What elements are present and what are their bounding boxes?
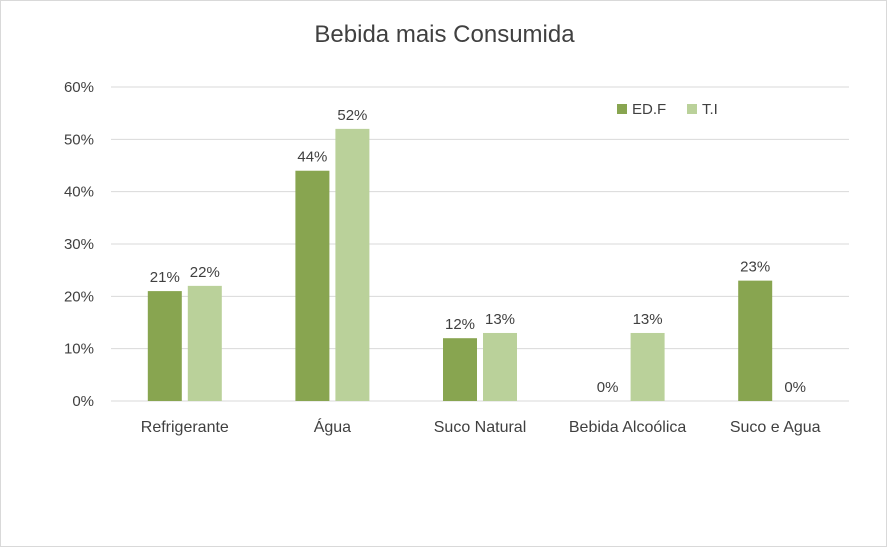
legend-label: T.I xyxy=(702,101,718,118)
data-label: 0% xyxy=(597,379,619,396)
data-label: 13% xyxy=(633,311,663,328)
legend-label: ED.F xyxy=(632,101,666,118)
y-tick-label: 40% xyxy=(64,184,94,201)
x-tick-label: Água xyxy=(314,417,351,436)
data-label: 12% xyxy=(445,316,475,333)
data-label: 52% xyxy=(337,107,367,124)
x-tick-label: Refrigerante xyxy=(141,419,229,436)
bar xyxy=(483,332,517,401)
data-label: 22% xyxy=(190,264,220,281)
y-tick-label: 60% xyxy=(64,79,94,96)
x-tick-label: Bebida Alcoólica xyxy=(569,419,687,436)
chart-title: Bebida mais Consumida xyxy=(314,21,575,48)
data-label: 0% xyxy=(784,379,806,396)
bar xyxy=(335,128,370,401)
x-tick-label: Suco Natural xyxy=(434,419,527,436)
bar xyxy=(147,291,182,401)
data-label: 23% xyxy=(740,259,770,276)
y-tick-label: 20% xyxy=(64,288,94,305)
bar xyxy=(295,170,330,401)
data-label: 44% xyxy=(297,149,327,166)
y-tick-label: 30% xyxy=(64,236,94,253)
y-tick-label: 0% xyxy=(72,393,94,410)
data-label: 21% xyxy=(150,269,180,286)
bar xyxy=(187,285,222,401)
legend-swatch xyxy=(687,104,697,114)
data-label: 13% xyxy=(485,311,515,328)
bar xyxy=(630,332,665,401)
y-tick-label: 50% xyxy=(64,131,94,148)
legend-swatch xyxy=(617,104,627,114)
bar xyxy=(443,338,477,401)
y-tick-label: 10% xyxy=(64,341,94,358)
x-tick-label: Suco e Agua xyxy=(730,419,821,436)
bar xyxy=(738,280,773,401)
